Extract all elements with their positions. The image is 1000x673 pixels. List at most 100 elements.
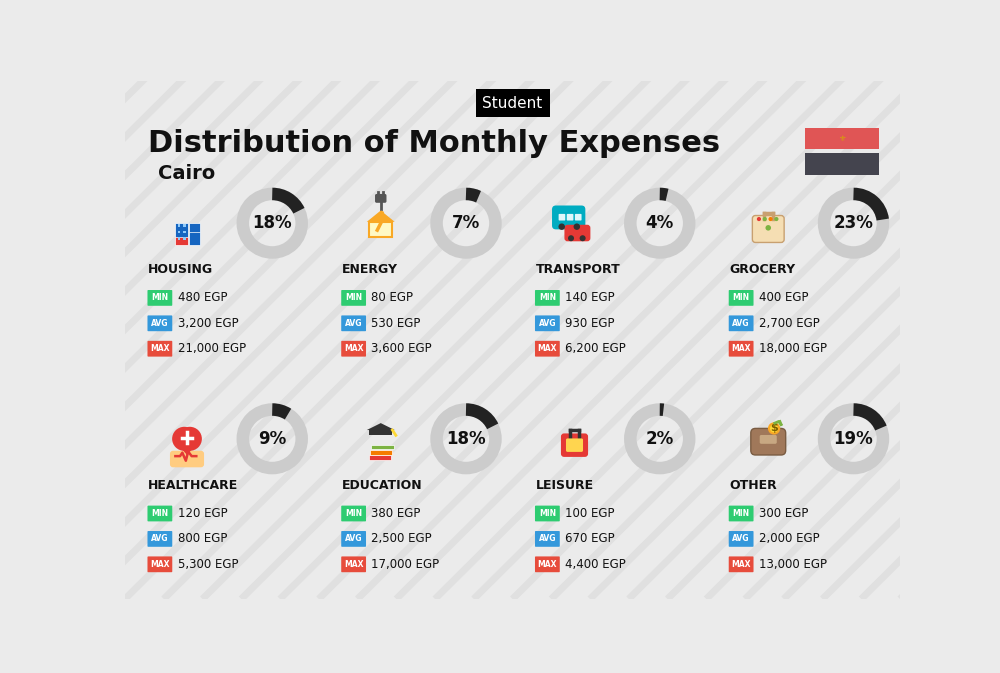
Text: 400 EGP: 400 EGP (759, 291, 808, 304)
FancyBboxPatch shape (369, 222, 392, 237)
Circle shape (774, 217, 778, 221)
Text: MIN: MIN (345, 509, 362, 518)
Text: 6,200 EGP: 6,200 EGP (565, 342, 626, 355)
FancyBboxPatch shape (341, 505, 366, 522)
Circle shape (757, 217, 761, 221)
FancyBboxPatch shape (170, 451, 204, 467)
FancyBboxPatch shape (147, 316, 172, 331)
FancyBboxPatch shape (535, 505, 560, 522)
Text: OTHER: OTHER (730, 479, 777, 491)
FancyBboxPatch shape (760, 435, 777, 444)
Text: 100 EGP: 100 EGP (565, 507, 615, 520)
Text: 9%: 9% (258, 430, 286, 448)
FancyBboxPatch shape (566, 438, 583, 452)
Text: MAX: MAX (538, 344, 557, 353)
Text: MIN: MIN (345, 293, 362, 302)
FancyBboxPatch shape (729, 316, 754, 331)
Polygon shape (367, 211, 395, 222)
Circle shape (768, 217, 773, 221)
Text: AVG: AVG (732, 534, 750, 543)
Text: MAX: MAX (150, 344, 170, 353)
Text: 19%: 19% (834, 430, 873, 448)
Text: HEALTHCARE: HEALTHCARE (148, 479, 239, 491)
Text: AVG: AVG (539, 534, 556, 543)
Text: 3,600 EGP: 3,600 EGP (371, 342, 432, 355)
Text: 21,000 EGP: 21,000 EGP (178, 342, 246, 355)
FancyBboxPatch shape (552, 205, 585, 229)
FancyBboxPatch shape (561, 433, 588, 457)
Text: MIN: MIN (151, 509, 168, 518)
Text: MAX: MAX (150, 560, 170, 569)
Text: Student: Student (482, 96, 543, 110)
FancyBboxPatch shape (341, 316, 366, 331)
FancyBboxPatch shape (535, 316, 560, 331)
Text: AVG: AVG (539, 319, 556, 328)
FancyBboxPatch shape (370, 450, 392, 454)
Circle shape (172, 427, 196, 451)
FancyBboxPatch shape (805, 153, 879, 175)
Text: 18,000 EGP: 18,000 EGP (759, 342, 827, 355)
FancyBboxPatch shape (183, 224, 186, 227)
Circle shape (568, 236, 574, 241)
Text: 17,000 EGP: 17,000 EGP (371, 558, 440, 571)
Text: 7%: 7% (452, 214, 480, 232)
FancyBboxPatch shape (535, 557, 560, 572)
Text: 120 EGP: 120 EGP (178, 507, 227, 520)
Text: 140 EGP: 140 EGP (565, 291, 615, 304)
Text: 4,400 EGP: 4,400 EGP (565, 558, 626, 571)
Text: AVG: AVG (151, 534, 169, 543)
FancyBboxPatch shape (567, 214, 573, 221)
FancyBboxPatch shape (341, 290, 366, 306)
Text: MAX: MAX (731, 344, 751, 353)
FancyBboxPatch shape (178, 231, 180, 234)
Text: 13,000 EGP: 13,000 EGP (759, 558, 827, 571)
Text: 5,300 EGP: 5,300 EGP (178, 558, 238, 571)
Text: Distribution of Monthly Expenses: Distribution of Monthly Expenses (148, 129, 720, 157)
FancyBboxPatch shape (175, 223, 188, 244)
FancyBboxPatch shape (183, 231, 186, 234)
FancyBboxPatch shape (341, 557, 366, 572)
Text: ⚜: ⚜ (839, 134, 846, 143)
Circle shape (574, 223, 580, 230)
FancyBboxPatch shape (147, 290, 172, 306)
Text: 930 EGP: 930 EGP (565, 317, 615, 330)
FancyBboxPatch shape (341, 531, 366, 546)
Circle shape (558, 223, 565, 230)
FancyBboxPatch shape (729, 531, 754, 546)
Text: 4%: 4% (646, 214, 674, 232)
Text: GROCERY: GROCERY (730, 263, 796, 276)
FancyBboxPatch shape (147, 341, 172, 357)
Text: MIN: MIN (539, 293, 556, 302)
FancyBboxPatch shape (729, 505, 754, 522)
FancyBboxPatch shape (147, 557, 172, 572)
FancyBboxPatch shape (535, 290, 560, 306)
FancyBboxPatch shape (189, 232, 200, 245)
Text: MIN: MIN (733, 509, 750, 518)
FancyBboxPatch shape (564, 225, 590, 242)
Text: AVG: AVG (151, 319, 169, 328)
FancyBboxPatch shape (375, 194, 386, 203)
FancyBboxPatch shape (729, 341, 754, 357)
FancyBboxPatch shape (729, 290, 754, 306)
FancyBboxPatch shape (341, 341, 366, 357)
Text: 300 EGP: 300 EGP (759, 507, 808, 520)
Text: 800 EGP: 800 EGP (178, 532, 227, 545)
FancyBboxPatch shape (147, 505, 172, 522)
Polygon shape (173, 439, 201, 455)
Text: MIN: MIN (539, 509, 556, 518)
FancyBboxPatch shape (147, 531, 172, 546)
Circle shape (763, 217, 767, 221)
FancyBboxPatch shape (189, 223, 200, 244)
FancyBboxPatch shape (559, 214, 565, 221)
Text: ENERGY: ENERGY (342, 263, 398, 276)
Text: 530 EGP: 530 EGP (371, 317, 421, 330)
Text: AVG: AVG (345, 319, 362, 328)
FancyBboxPatch shape (183, 237, 186, 240)
Text: AVG: AVG (732, 319, 750, 328)
Text: $: $ (770, 423, 778, 433)
Text: 480 EGP: 480 EGP (178, 291, 227, 304)
FancyBboxPatch shape (535, 531, 560, 546)
FancyBboxPatch shape (729, 557, 754, 572)
Text: MAX: MAX (538, 560, 557, 569)
Circle shape (765, 225, 771, 231)
